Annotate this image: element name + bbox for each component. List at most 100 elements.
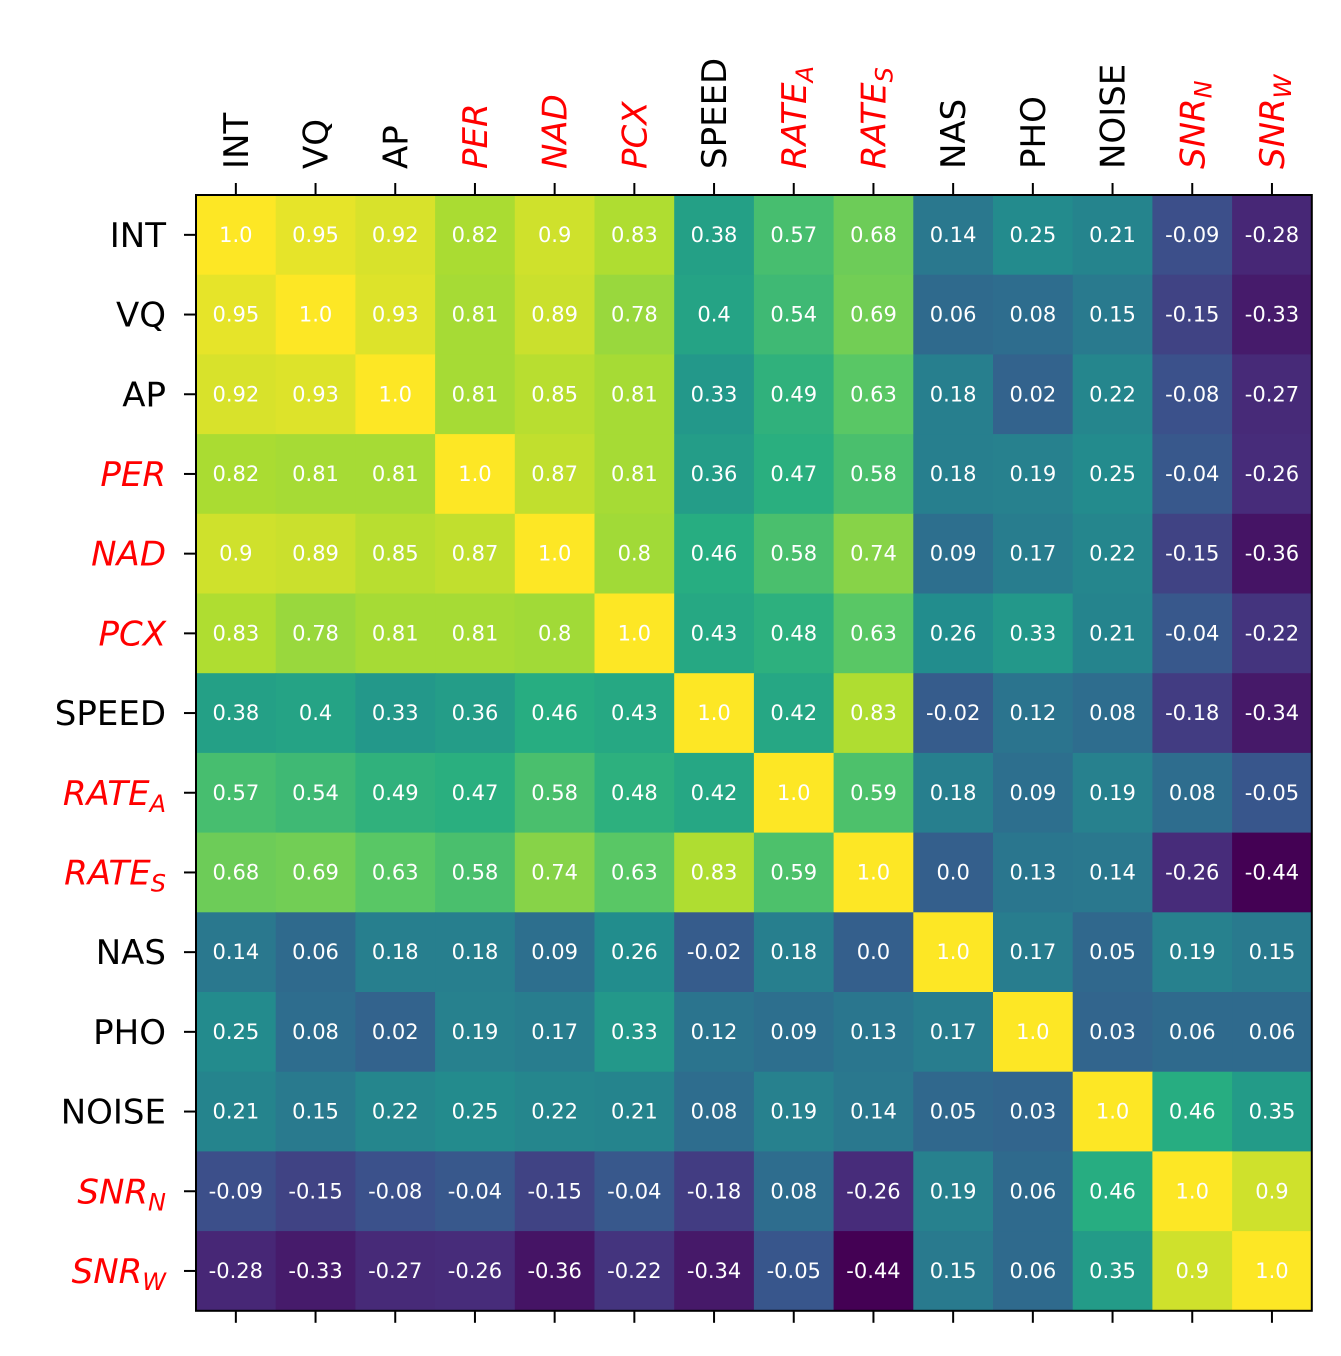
- heatmap-cell: [1232, 354, 1313, 435]
- cell-value-label: 0.81: [372, 462, 419, 486]
- cell-value-label: 0.81: [452, 303, 499, 327]
- cell-value-label: 1.0: [379, 382, 412, 406]
- cell-value-label: -0.08: [1165, 382, 1219, 406]
- cell-value-label: 0.18: [930, 781, 977, 805]
- cell-value-label: 0.57: [770, 223, 817, 247]
- cell-value-label: 0.74: [850, 542, 897, 566]
- cell-value-label: 0.25: [1089, 462, 1136, 486]
- cell-value-label: 0.83: [611, 223, 658, 247]
- heatmap-cell: [1232, 1071, 1313, 1152]
- cell-value-label: 0.25: [1009, 223, 1056, 247]
- heatmap-cell: [275, 195, 356, 276]
- cell-value-label: 0.63: [850, 621, 897, 645]
- heatmap-cell: [1072, 1231, 1153, 1312]
- heatmap-cell: [435, 354, 516, 435]
- cell-value-label: 0.46: [1089, 1179, 1136, 1203]
- heatmap-cell: [196, 274, 277, 355]
- cell-value-label: -0.05: [767, 1259, 821, 1283]
- heatmap-cell: [913, 434, 994, 515]
- cell-value-label: -0.02: [687, 940, 741, 964]
- cell-value-label: -0.33: [288, 1259, 342, 1283]
- heatmap-cell: [1072, 195, 1153, 276]
- heatmap-cell: [1232, 195, 1313, 276]
- cell-value-label: 0.14: [850, 1100, 897, 1124]
- cell-value-label: -0.04: [448, 1179, 502, 1203]
- cell-value-label: 0.15: [930, 1259, 977, 1283]
- heatmap-cell: [196, 912, 277, 993]
- x-axis-label: PCX: [615, 101, 655, 169]
- heatmap-cell: [913, 1071, 994, 1152]
- cell-value-label: 0.06: [1009, 1259, 1056, 1283]
- heatmap-cell: [196, 992, 277, 1073]
- heatmap-cell: [594, 912, 675, 993]
- heatmap-cell: [355, 673, 436, 754]
- heatmap-cell: [275, 673, 356, 754]
- heatmap-cell: [913, 274, 994, 355]
- cell-value-label: 0.08: [1169, 781, 1216, 805]
- cell-value-label: 0.03: [1089, 1020, 1136, 1044]
- y-axis-label: INT: [110, 216, 166, 256]
- y-axis-label: RATES: [64, 853, 166, 897]
- heatmap-cell: [594, 274, 675, 355]
- cell-value-label: 0.08: [691, 1100, 738, 1124]
- heatmap-cell: [275, 912, 356, 993]
- heatmap-cell: [435, 1151, 516, 1232]
- cell-value-label: -0.09: [1165, 223, 1219, 247]
- cell-value-label: 0.0: [936, 860, 969, 884]
- heatmap-cell: [1232, 832, 1313, 913]
- cell-value-label: 0.4: [299, 701, 332, 725]
- heatmap-cell: [674, 354, 755, 435]
- heatmap-cell: [1152, 513, 1233, 595]
- heatmap-cell: [1152, 832, 1233, 913]
- heatmap-cell: [514, 992, 596, 1073]
- cell-value-label: 1.0: [1016, 1020, 1049, 1044]
- cell-value-label: 0.06: [292, 940, 339, 964]
- cell-value-label: -0.33: [1245, 303, 1299, 327]
- heatmap-cell: [355, 513, 436, 595]
- heatmap-cell: [1072, 673, 1153, 754]
- heatmap-cell: [355, 1231, 436, 1312]
- cell-value-label: 0.74: [531, 860, 578, 884]
- cell-value-label: -0.15: [1165, 303, 1219, 327]
- cell-value-label: 0.25: [212, 1020, 259, 1044]
- cell-value-label: 0.36: [452, 701, 499, 725]
- cell-value-label: -0.26: [1245, 462, 1299, 486]
- heatmap-cell: [993, 513, 1074, 595]
- cell-value-label: 0.68: [850, 223, 897, 247]
- cell-value-label: 0.57: [212, 781, 259, 805]
- cell-value-label: 0.14: [1089, 860, 1136, 884]
- cell-value-label: 0.21: [611, 1100, 658, 1124]
- cell-value-label: 0.22: [1089, 382, 1136, 406]
- cell-value-label: 0.33: [1009, 621, 1056, 645]
- heatmap-cell: [435, 434, 516, 515]
- y-axis-labels: INT VQ AP PER NAD PCX SPEED RATEA RATES NAS PHO NOI…: [55, 216, 168, 1296]
- heatmap-cell: [1072, 752, 1153, 834]
- heatmap-cell: [196, 832, 277, 913]
- heatmap-cell: [674, 752, 755, 834]
- cell-value-label: 0.06: [1009, 1179, 1056, 1203]
- heatmap-cell: [196, 1071, 277, 1152]
- cell-value-label: 0.17: [531, 1020, 578, 1044]
- heatmap-cell: [1152, 673, 1233, 754]
- cell-value-label: 0.69: [850, 303, 897, 327]
- heatmap-cell: [913, 1231, 994, 1312]
- heatmap-cell: [833, 195, 914, 276]
- heatmap-cell: [833, 912, 914, 993]
- cell-value-label: 1.0: [1176, 1179, 1209, 1203]
- x-axis-label: SNRW: [1253, 73, 1297, 169]
- heatmap-cell: [514, 593, 596, 674]
- heatmap-cell: [514, 434, 596, 515]
- cell-value-label: 0.58: [770, 542, 817, 566]
- cell-value-label: 0.14: [212, 940, 259, 964]
- heatmap-cell: [753, 354, 835, 435]
- heatmap-cell: [1152, 1231, 1233, 1312]
- cell-value-label: -0.15: [288, 1179, 342, 1203]
- x-axis-label: AP: [376, 125, 416, 169]
- heatmap-cell: [196, 354, 277, 435]
- cell-value-label: 0.58: [850, 462, 897, 486]
- cell-value-label: 0.18: [372, 940, 419, 964]
- heatmap-cell: [1072, 832, 1153, 913]
- cell-value-label: 0.19: [770, 1100, 817, 1124]
- heatmap-cell: [993, 274, 1074, 355]
- heatmap-cell: [1232, 752, 1313, 834]
